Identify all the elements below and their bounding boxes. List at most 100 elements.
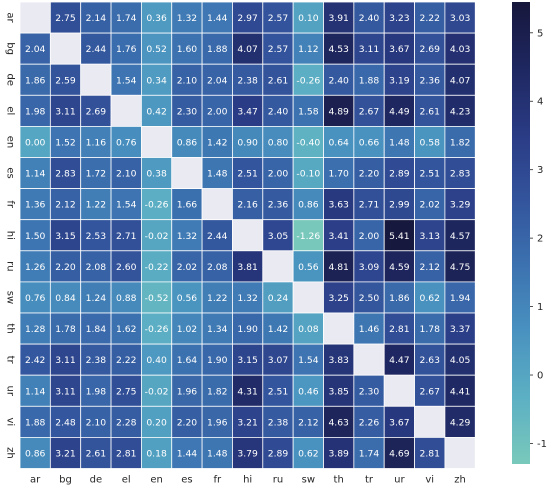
x-tick-label-ru: ru: [273, 475, 283, 486]
cell-label-zh-el: 2.81: [116, 448, 136, 459]
cell-label-ur-th: 3.85: [328, 386, 349, 397]
cell-label-ar-es: 1.32: [177, 13, 197, 24]
x-tick-label-zh: zh: [454, 475, 466, 486]
y-tick-label-ru: ru: [5, 261, 16, 271]
cell-label-vi-ur: 3.67: [389, 417, 410, 428]
heatmap-cell-th-es: [171, 312, 203, 345]
heatmap-cell-ur-vi: [414, 374, 446, 407]
heatmap-cell-es-tr: [353, 157, 385, 190]
cell-label-th-tr: 1.46: [359, 324, 380, 335]
cell-label-el-ur: 4.49: [389, 106, 410, 117]
heatmap-cell-th-sw: [292, 312, 324, 345]
cell-label-ur-tr: 2.30: [359, 386, 380, 397]
heatmap-cell-hi-ur: [383, 219, 415, 252]
cell-label-bg-en: 0.52: [146, 44, 166, 55]
heatmap-cell-ur-bg: [49, 374, 82, 407]
cell-label-en-es: 0.86: [177, 137, 198, 148]
x-tick-label-vi: vi: [425, 475, 434, 486]
cell-label-ar-tr: 2.40: [359, 13, 380, 24]
heatmap-cell-ur-ar: [19, 374, 51, 407]
cell-label-ur-vi: 2.67: [419, 386, 440, 397]
heatmap-cells: [19, 1, 476, 469]
heatmap-cell-zh-ru: [262, 436, 294, 469]
heatmap-cell-ru-es: [171, 250, 203, 283]
cell-label-tr-fr: 1.90: [207, 355, 228, 366]
heatmap-cell-ur-fr: [201, 374, 233, 407]
cell-label-th-es: 1.02: [177, 324, 197, 335]
cell-label-el-sw: 1.58: [298, 106, 319, 117]
heatmap-cell-ru-de: [80, 250, 112, 283]
cell-label-es-ru: 2.00: [268, 169, 289, 180]
cell-label-ru-vi: 2.12: [419, 262, 439, 273]
cell-label-fr-de: 1.22: [86, 200, 106, 211]
heatmap-cell-th-ar: [19, 312, 51, 345]
heatmap-cell-bg-vi: [414, 32, 446, 65]
x-tick-label-ur: ur: [394, 475, 405, 486]
heatmap-cell-vi-fr: [201, 405, 233, 438]
heatmap-cell-zh-ar: [19, 436, 51, 469]
y-tick-label-es: es: [5, 167, 16, 178]
heatmap-cell-zh-zh: [444, 436, 476, 469]
heatmap-cell-ar-hi: [232, 1, 264, 34]
heatmap-cell-fr-ur: [383, 188, 415, 221]
cell-label-tr-th: 3.83: [328, 355, 349, 366]
heatmap-cell-tr-th: [323, 343, 355, 376]
colorbar-tick-label-4: 4: [537, 97, 543, 108]
heatmap-cell-el-sw: [292, 94, 324, 127]
cell-label-vi-es: 2.20: [177, 417, 198, 428]
cell-label-de-tr: 1.88: [359, 75, 380, 86]
cell-label-vi-bg: 2.48: [55, 417, 76, 428]
heatmap-cell-bg-de: [80, 32, 112, 65]
cell-label-tr-zh: 4.05: [450, 355, 471, 366]
heatmap-cell-fr-es: [171, 188, 203, 221]
heatmap-cell-ru-zh: [444, 250, 476, 283]
cell-label-tr-es: 1.64: [177, 355, 198, 366]
cell-label-es-sw: -0.10: [296, 169, 320, 180]
cell-label-ar-vi: 2.22: [419, 13, 439, 24]
cell-label-el-en: 0.42: [146, 106, 166, 117]
colorbar-tick-label-1: 1: [537, 302, 543, 313]
cell-label-sw-el: 0.88: [116, 293, 137, 304]
heatmap-cell-zh-tr: [353, 436, 385, 469]
cell-label-es-el: 2.10: [116, 169, 137, 180]
cell-label-th-hi: 1.90: [237, 324, 258, 335]
heatmap-cell-en-vi: [414, 126, 446, 158]
cell-label-zh-fr: 1.48: [207, 448, 228, 459]
heatmap-cell-el-ru: [262, 94, 294, 127]
cell-label-de-ru: 2.61: [268, 75, 288, 86]
heatmap-cell-zh-ur: [383, 436, 415, 469]
cell-label-en-bg: 1.52: [55, 137, 75, 148]
heatmap-cell-es-de: [80, 157, 112, 190]
cell-label-es-vi: 2.51: [419, 169, 439, 180]
heatmap-cell-tr-de: [80, 343, 112, 376]
cell-label-fr-tr: 2.71: [359, 200, 379, 211]
cell-label-el-th: 4.89: [328, 106, 349, 117]
cell-label-en-hi: 0.90: [237, 137, 258, 148]
cell-label-tr-hi: 3.15: [237, 355, 258, 366]
y-tick-label-zh: zh: [5, 447, 16, 459]
x-axis-ticks: ar bg de el en es fr hi ru sw th tr ur vi zh: [30, 475, 466, 486]
cell-label-zh-en: 0.18: [146, 448, 167, 459]
heatmap-cell-el-ar: [19, 94, 51, 127]
heatmap-cell-ru-fr: [201, 250, 233, 283]
heatmap-cell-en-ur: [383, 126, 415, 158]
cell-label-es-hi: 2.51: [237, 169, 257, 180]
cell-label-fr-bg: 2.12: [55, 200, 75, 211]
cell-label-es-fr: 1.48: [207, 169, 228, 180]
heatmap-cell-el-bg: [49, 94, 82, 127]
heatmap-cell-hi-bg: [49, 219, 82, 252]
heatmap-cell-es-bg: [49, 157, 82, 190]
heatmap-cell-el-th: [323, 94, 355, 127]
cell-label-en-ar: 0.00: [25, 137, 46, 148]
heatmap-cell-el-vi: [414, 94, 446, 127]
cell-label-vi-ru: 2.38: [268, 417, 289, 428]
y-tick-label-fr: fr: [5, 200, 16, 209]
colorbar-gradient: [512, 2, 530, 464]
cell-label-el-ru: 2.40: [268, 106, 289, 117]
heatmap-cell-ru-tr: [353, 250, 385, 283]
cell-label-th-vi: 1.78: [419, 324, 440, 335]
cell-label-es-zh: 2.83: [450, 169, 471, 180]
cell-label-hi-ar: 1.50: [25, 231, 46, 242]
heatmap-cell-en-sw: [292, 126, 324, 158]
heatmap-cell-tr-hi: [232, 343, 264, 376]
